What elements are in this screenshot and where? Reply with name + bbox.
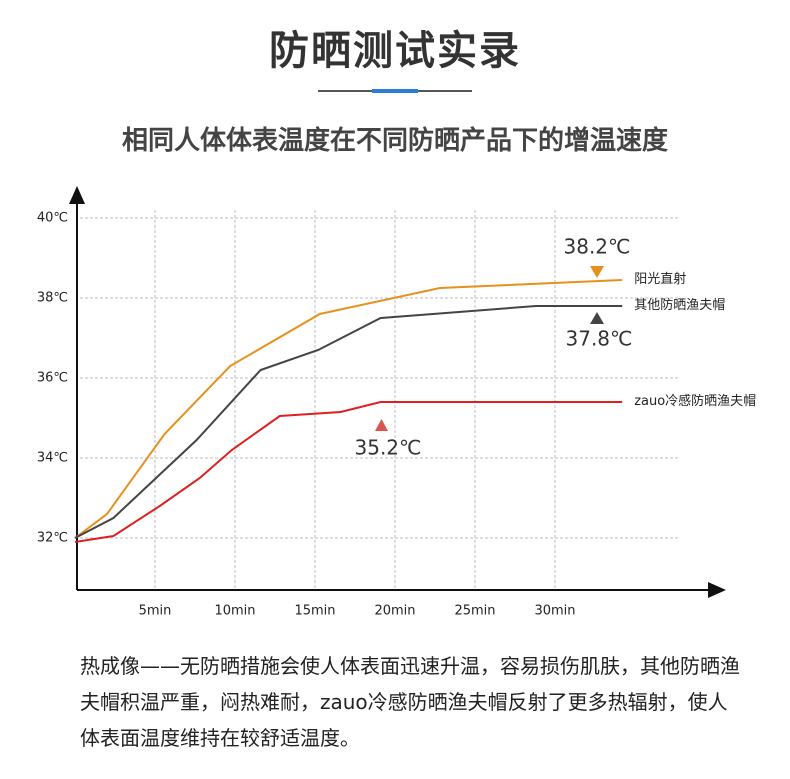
series-line [74,279,623,539]
legend-entry: 阳光直射 [634,272,687,287]
annotation-marker [590,312,604,324]
y-tick-label: 32℃ [37,531,68,546]
legend-label: zauo冷感防晒渔夫帽 [634,394,757,409]
legend-entry: zauo冷感防晒渔夫帽 [634,394,757,409]
annotation: 35.2℃ [355,436,422,460]
y-axis-arrow [69,186,85,204]
annotation-marker [590,266,604,278]
x-tick-label: 15min [294,604,335,619]
y-tick-label: 34℃ [37,451,68,466]
annotation: 37.8℃ [566,327,633,351]
annotation: 38.2℃ [564,235,631,259]
annotation-marker [375,419,388,431]
y-tick-label: 40℃ [37,211,68,226]
y-tick-label: 38℃ [37,291,68,306]
x-axis-arrow [708,582,726,598]
legend-label: 阳光直射 [634,272,687,287]
y-tick-label: 36℃ [37,371,68,386]
page-title: 防晒测试实录 [269,28,521,74]
legend-label: 其他防晒渔夫帽 [634,298,726,313]
page-subtitle: 相同人体体表温度在不同防晒产品下的增温速度 [121,126,668,156]
description: 热成像——无防晒措施会使人体表面迅速升温，容易损伤肌肤，其他防晒渔夫帽积温严重，… [80,654,740,750]
x-tick-label: 30min [534,604,575,619]
x-tick-label: 5min [139,604,172,619]
series-line [74,401,623,543]
x-tick-label: 25min [454,604,495,619]
series-line [74,305,623,539]
x-tick-label: 20min [374,604,415,619]
x-tick-label: 10min [214,604,255,619]
legend-entry: 其他防晒渔夫帽 [634,298,726,313]
